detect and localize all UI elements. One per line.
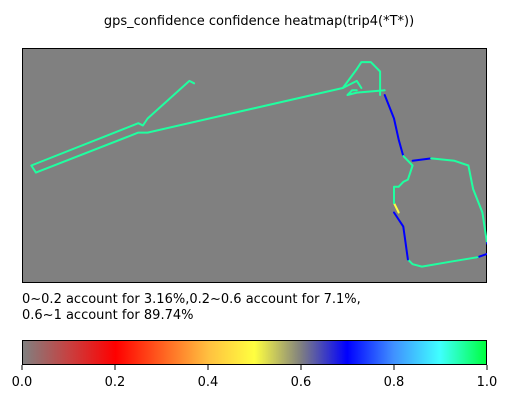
- colorbar-axis: 0.0 0.2 0.4 0.6 0.8 1.0: [12, 365, 498, 390]
- colorbar-tick-label-2: 0.4: [198, 375, 219, 390]
- summary-line-2: 0.6~1 account for 89.74%: [22, 308, 194, 323]
- track-segment-0: [30, 61, 382, 174]
- colorbar-tick-label-1: 0.2: [105, 375, 126, 390]
- track-segment-1: [341, 79, 363, 89]
- track-segment-10: [393, 202, 400, 214]
- colorbar: [22, 340, 487, 365]
- summary-line-1: 0~0.2 account for 3.16%,0.2~0.6 account …: [22, 292, 361, 307]
- colorbar-tick-label-3: 0.6: [291, 375, 312, 390]
- colorbar-tick-label-4: 0.8: [384, 375, 405, 390]
- colorbar-tick-label-0: 0.0: [12, 375, 33, 390]
- colorbar-tick-label-5: 1.0: [477, 375, 498, 390]
- track-segment-7: [476, 242, 487, 259]
- track-plot: [30, 61, 487, 268]
- track-segment-5: [411, 157, 433, 162]
- track-segment-4: [397, 155, 414, 188]
- track-segment-6: [430, 157, 487, 244]
- track-segment-9: [393, 211, 409, 261]
- chart-title: gps_confidence confidence heatmap(trip4(…: [103, 14, 415, 29]
- track-segment-2: [346, 89, 386, 96]
- track-segment-8: [406, 256, 479, 268]
- plot-area: [22, 48, 487, 283]
- track-segment-3: [383, 94, 405, 158]
- track-segment-11: [393, 185, 400, 205]
- percentage-summary: 0~0.2 account for 3.16%,0.2~0.6 account …: [22, 292, 361, 324]
